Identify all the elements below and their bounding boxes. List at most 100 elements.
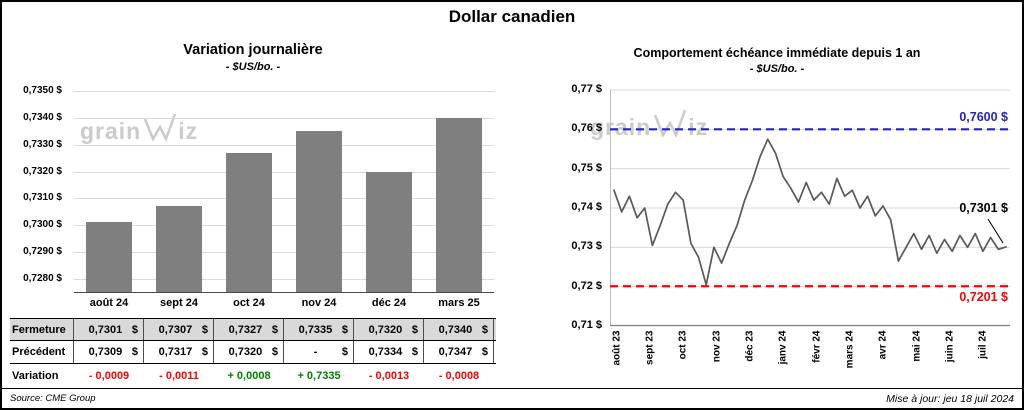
update-date-note: Mise à jour: jeu 18 juil 2024 [886,392,1014,405]
table-cell: 0,7317 $ [144,341,214,363]
x-tick-label: juin 24 [944,330,956,362]
bar-chart-x-axis: août 24 sept 24 oct 24 nov 24 déc 24 mars 25 [74,297,494,312]
cell-value: 0,7317 [158,346,193,358]
y-tick-label: 0,74 $ [571,201,602,213]
footer: Source: CME Group Mise à jour: jeu 18 ju… [2,388,1022,408]
y-tick-label: 0,7320 $ [23,165,62,177]
line-chart-y-axis: 0,71 $ 0,72 $ 0,73 $ 0,74 $ 0,75 $ 0,76 $ 0,77… [558,83,606,331]
page-title: Dollar canadien [448,7,576,26]
bar-nov 24 [296,131,342,292]
x-tick-label: août 24 [89,297,129,309]
cell-value: 0,7320 [228,346,263,358]
y-tick-label: 0,77 $ [571,83,602,95]
table-cell: 0,7309 $ [74,341,144,363]
cell-value: - [313,346,318,358]
y-tick-label: 0,7350 $ [23,85,62,97]
cell-currency: $ [411,346,418,358]
cell-value: 0,7301 [88,323,123,336]
table-cell: - 0,0013 [354,364,424,387]
y-tick-label: 0,72 $ [571,279,602,292]
table-cell: 0,7320 $ [214,341,284,363]
table-cell: 0,7307 $ [144,319,214,340]
line-chart-svg [610,89,1010,327]
bar-chart-y-axis: 0,7280 $ 0,7290 $ 0,7300 $ 0,7310 $ 0,7320 $… [2,85,68,292]
cell-currency: $ [341,346,348,358]
table-cell: 0,7301 $ [74,319,144,340]
y-tick-label: 0,76 $ [571,122,602,135]
price-table: Fermeture 0,7301 $0,7307 $0,7327 $0,7335 $0,7… [10,318,496,387]
gridline [74,144,494,146]
cell-value: - 0,0013 [368,369,410,382]
x-tick-label: mars 25 [438,297,480,309]
cell-value: - 0,0008 [438,369,480,382]
support-level-label: 0,7201 $ [959,290,1008,305]
resistance-level-label: 0,7600 $ [959,110,1008,125]
table-cell: 0,7334 $ [354,341,424,363]
x-tick-label: mars 24 [844,330,856,368]
table-cell: 0,7335 $ [284,319,354,340]
cell-currency: $ [131,323,138,336]
table-cell: + 0,7335 [284,364,354,387]
y-tick-label: 0,7280 $ [23,272,62,284]
cell-currency: $ [341,323,348,336]
cell-value: 0,7340 [438,323,473,336]
cell-value: 0,7334 [368,346,403,358]
table-cell: - 0,0011 [144,364,214,387]
grainwiz-watermark: grain iz [590,108,708,146]
table-row-fermeture: Fermeture 0,7301 $0,7307 $0,7327 $0,7335 $0,7… [10,318,496,341]
watermark-zigzag-icon [654,109,687,138]
cell-value: 0,7320 [368,323,403,336]
watermark-text-left: grain [590,113,652,140]
gridline [74,118,494,120]
table-cell: 0,7320 $ [354,319,424,340]
bar-sept 24 [156,206,202,292]
x-tick-label: avr 24 [877,330,889,359]
watermark-text-left: grain [80,117,142,144]
bar-chart-title: Variation journalière [183,42,323,58]
cell-value: 0,7309 [88,346,123,358]
cell-currency: $ [481,323,488,336]
line-chart-title: Comportement échéance immédiate depuis 1… [633,46,921,60]
y-tick-label: 0,71 $ [571,319,602,331]
y-tick-label: 0,73 $ [571,240,602,253]
y-tick-label: 0,7330 $ [23,138,62,150]
x-tick-label: févr 24 [811,330,822,363]
line-chart-x-axis: août 23 sept 23 oct 23 nov 23 déc 23 janv 24 f… [610,330,1010,388]
table-cell: - 0,0008 [424,364,494,387]
cell-value: 0,7347 [438,346,473,358]
row-label: Fermeture [10,319,74,340]
x-tick-label: déc 24 [371,297,407,309]
y-tick-label: 0,7340 $ [23,112,62,124]
cell-currency: $ [481,346,488,358]
gridline [74,251,494,253]
row-label: Précédent [10,341,74,363]
x-tick-label: nov 24 [301,297,337,309]
source-note: Source: CME Group [10,393,96,404]
x-tick-label: oct 23 [677,330,689,359]
bar-août 24 [86,222,132,292]
bar-mars 25 [436,118,482,292]
x-tick-label: nov 23 [711,330,722,362]
cell-currency: $ [201,346,208,358]
cell-currency: $ [131,346,138,358]
watermark-text-right: iz [688,113,709,140]
cell-currency: $ [271,323,278,336]
x-tick-label: oct 24 [233,297,265,309]
cell-value: - 0,0011 [159,369,199,382]
cell-value: 0,7307 [158,323,193,336]
row-label: Variation [12,369,59,382]
table-cell: 0,7347 $ [424,341,494,363]
x-tick-label: mai 24 [911,330,922,362]
y-tick-label: 0,7290 $ [23,245,62,257]
x-tick-label: août 23 [611,330,622,366]
cell-currency: $ [271,346,278,358]
cell-value: - 0,0009 [88,369,130,382]
cell-value: 0,7327 [228,323,263,336]
table-cell: + 0,0008 [214,364,284,387]
table-cell: - $ [284,341,354,363]
table-cell: - 0,0009 [74,364,144,387]
gridline [74,225,494,227]
cell-value: 0,7335 [298,323,333,336]
x-tick-label: sept 24 [160,297,198,309]
